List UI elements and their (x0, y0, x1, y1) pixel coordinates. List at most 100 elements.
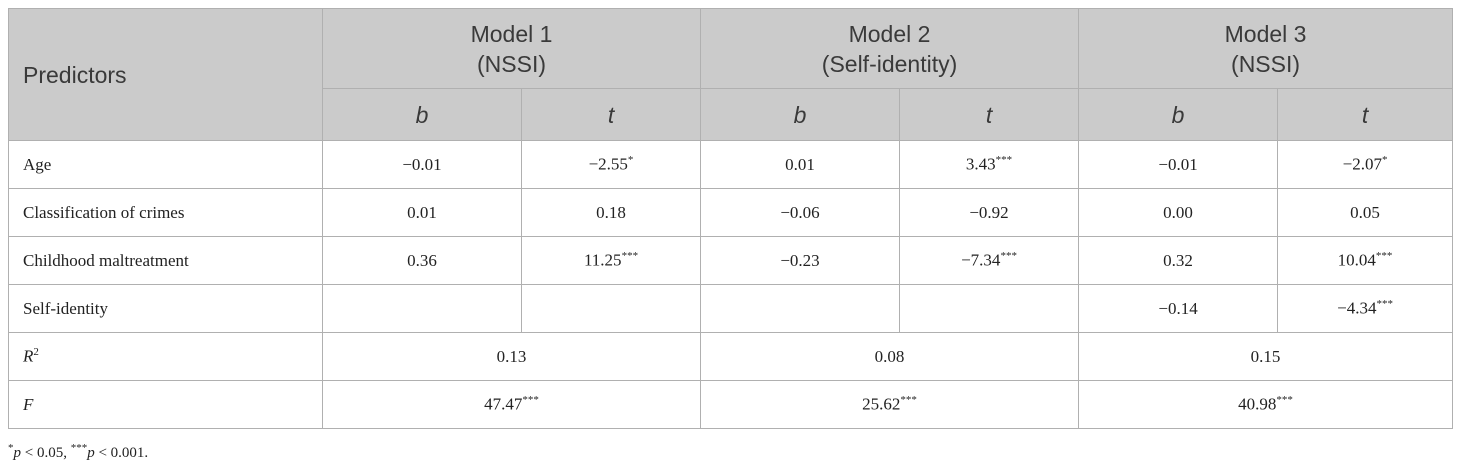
row-label-cell: Age (8, 140, 323, 189)
footnote-text: < 0.05, (21, 445, 71, 461)
cell-value: 10.04 (1337, 250, 1376, 270)
model-dv: (Self-identity) (821, 50, 958, 77)
table-cell: 11.25*** (520, 236, 702, 285)
table-cell: −7.34*** (899, 236, 1080, 285)
header-cell: t (899, 88, 1080, 141)
row-label-cell: Childhood maltreatment (8, 236, 323, 285)
table-cell: −0.23 (700, 236, 901, 285)
table-cell: 0.18 (520, 188, 702, 237)
row-label: Self-identity (23, 298, 108, 318)
significance: *** (1376, 298, 1393, 311)
table-cell: −0.92 (899, 188, 1080, 237)
table-cell: 0.05 (1277, 188, 1454, 237)
row-label-cell: Classification of crimes (8, 188, 323, 237)
footnote: *p < 0.05, ***p < 0.001. (8, 442, 148, 462)
header-cell: Predictors (8, 8, 323, 141)
table-cell: 47.47*** (321, 380, 702, 429)
row-label-cell: R2 (8, 332, 323, 381)
row-label: Age (23, 154, 52, 174)
cell-value: 0.15 (1250, 346, 1281, 366)
table-cell: 0.36 (322, 236, 522, 285)
header-text: Predictors (23, 61, 127, 88)
cell-value: 40.98 (1238, 394, 1277, 414)
model-name: Model 3 (1224, 20, 1307, 47)
row-label-cell: Self-identity (8, 284, 323, 333)
stat-label: b (1171, 101, 1185, 128)
summary-row: R2 0.13 0.08 0.15 (8, 332, 1454, 381)
significance: * (1381, 154, 1388, 167)
table-row: Classification of crimes 0.01 0.18 −0.06 −0.… (8, 188, 1454, 237)
row-label-cell: F (8, 380, 323, 429)
table-cell (322, 284, 522, 333)
cell-value: 0.13 (496, 346, 527, 366)
regression-table: Predictors Model 1 (NSSI) Model 2 (Self-iden… (8, 8, 1454, 429)
footnote-italic: p (13, 445, 22, 461)
model-dv: (NSSI) (477, 50, 546, 77)
header-cell: Model 2 (Self-identity) (700, 8, 1080, 89)
header-cell: Model 1 (NSSI) (321, 8, 702, 89)
header-cell: Model 3 (NSSI) (1078, 8, 1454, 89)
significance: *** (522, 394, 539, 407)
table-cell: −0.06 (700, 188, 901, 237)
cell-value: −0.01 (402, 154, 442, 174)
table-row: Age −0.01 −2.55* 0.01 3.43*** −0.01 −2.07* (8, 140, 1454, 189)
significance: * (627, 154, 634, 167)
stat-label: t (985, 101, 993, 128)
significance: *** (1276, 394, 1293, 407)
cell-value: 25.62 (862, 394, 901, 414)
header-cell: b (1078, 88, 1279, 141)
cell-value: 0.08 (874, 346, 905, 366)
table-cell (520, 284, 702, 333)
table-cell: 25.62*** (700, 380, 1080, 429)
significance: *** (1375, 250, 1393, 263)
cell-value: −4.34 (1337, 298, 1377, 318)
stat-label: t (607, 101, 615, 128)
table-cell: −0.01 (1078, 140, 1279, 189)
table-cell (899, 284, 1080, 333)
row-label: F (23, 394, 34, 414)
cell-value: 0.36 (407, 250, 437, 270)
cell-value: 3.43 (965, 154, 996, 174)
header-cell: t (1277, 88, 1454, 141)
table-cell: 0.13 (321, 332, 702, 381)
table-cell: 0.00 (1078, 188, 1279, 237)
table-cell: −2.55* (520, 140, 702, 189)
table-cell: −2.07* (1277, 140, 1454, 189)
footnote-sup: *** (70, 442, 88, 454)
table-cell: 0.01 (322, 188, 522, 237)
row-label: Classification of crimes (23, 202, 185, 222)
label-superscript: 2 (33, 346, 39, 359)
footnote-sup: * (8, 442, 14, 454)
footnote-text: < 0.001. (94, 445, 149, 461)
cell-value: 0.18 (596, 202, 626, 222)
table-row: Childhood maltreatment 0.36 11.25*** −0.23−… (8, 236, 1454, 285)
cell-value: 0.00 (1163, 202, 1193, 222)
table-cell: 0.08 (700, 332, 1080, 381)
footnote-italic: p (87, 445, 95, 461)
cell-value: 11.25 (583, 250, 622, 270)
significance: *** (621, 250, 639, 263)
row-label: Childhood maltreatment (23, 250, 189, 270)
cell-value: 47.47 (484, 394, 523, 414)
cell-value: 0.01 (785, 154, 815, 174)
model-name: Model 2 (848, 20, 931, 47)
model-name: Model 1 (470, 20, 553, 47)
stat-label: t (1361, 101, 1369, 128)
cell-value: −0.23 (780, 250, 820, 270)
table-cell: 0.15 (1078, 332, 1454, 381)
cell-value: −2.55 (588, 154, 628, 174)
cell-value: 0.05 (1350, 202, 1380, 222)
header-cell: b (700, 88, 901, 141)
cell-value: 0.01 (407, 202, 437, 222)
table-cell: 10.04*** (1277, 236, 1454, 285)
row-label: R (23, 346, 34, 366)
cell-value: −0.92 (969, 202, 1009, 222)
cell-value: 0.32 (1163, 250, 1193, 270)
stat-label: b (415, 101, 429, 128)
header-cell: t (520, 88, 702, 141)
significance: *** (995, 154, 1013, 167)
cell-value: −0.06 (780, 202, 820, 222)
table-cell: −0.01 (322, 140, 522, 189)
table-cell: −0.14 (1078, 284, 1279, 333)
